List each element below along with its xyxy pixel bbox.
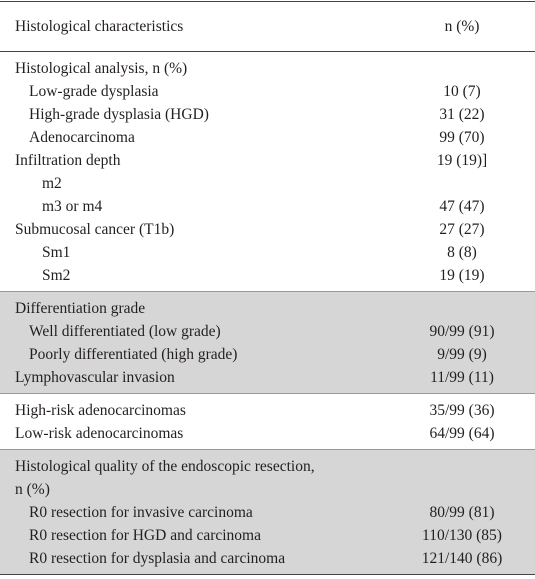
row-label: Sm1 [42,244,71,261]
table-row: Well differentiated (low grade) 90/99 (91… [0,320,535,343]
table-row: Infiltration depth 19 (19)] [0,149,535,172]
table-row: m2 [0,172,535,195]
row-value: 80/99 (81) [429,504,495,521]
table-section: Histological quality of the endoscopic r… [0,450,535,574]
header-row: Histological characteristics n (%) [0,2,535,52]
row-label: Low-risk adenocarcinomas [15,425,184,442]
row-value: 11/99 (11) [430,369,494,386]
row-label: Submucosal cancer (T1b) [15,221,175,238]
table-row: Poorly differentiated (high grade) 9/99 (… [0,343,535,366]
header-cell: n (%) [444,17,480,35]
row-label: Lymphovascular invasion [15,369,175,386]
table-row: Adenocarcinoma 99 (70) [0,126,535,149]
row-label: n (%) [15,481,50,498]
header-cell: Histological characteristics [15,17,184,35]
row-value: 90/99 (91) [429,323,495,340]
table-section: Differentiation grade Well differentiated… [0,292,535,394]
row-label: Sm2 [42,267,71,284]
row-value: 19 (19)] [436,152,488,169]
table-section: Histological analysis, n (%) Low-grade dy… [0,52,535,292]
row-value: 99 (70) [439,129,485,146]
table-section: High-risk adenocarcinomas 35/99 (36) Low-r… [0,394,535,450]
table-row: High-grade dysplasia (HGD) 31 (22) [0,103,535,126]
table-row: Sm1 8 (8) [0,241,535,264]
table-row: R0 resection for invasive carcinoma 80/99… [0,501,535,524]
row-value-empty [400,172,524,195]
table-row: R0 resection for HGD and carcinoma 110/13… [0,524,535,547]
row-value: 64/99 (64) [429,425,495,442]
row-label: Well differentiated (low grade) [29,323,221,340]
row-value-empty [400,478,524,501]
row-value: 8 (8) [447,244,477,261]
table-row: Submucosal cancer (T1b) 27 (27) [0,218,535,241]
row-label: R0 resection for HGD and carcinoma [29,527,261,544]
table-row: Low-grade dysplasia 10 (7) [0,80,535,103]
row-value: 35/99 (36) [429,402,495,419]
table-row: n (%) [0,478,535,501]
row-label: Poorly differentiated (high grade) [29,346,238,363]
row-value: 47 (47) [439,198,485,215]
row-label: m3 or m4 [42,198,103,215]
row-value-empty [400,455,524,478]
table-row: R0 resection for dysplasia and carcinoma… [0,547,535,570]
row-value-empty [400,297,524,320]
table-row: Histological quality of the endoscopic r… [0,455,535,478]
row-label: High-risk adenocarcinomas [15,402,186,419]
row-label: Low-grade dysplasia [29,83,159,100]
table-row: Sm2 19 (19) [0,264,535,287]
table-row: High-risk adenocarcinomas 35/99 (36) [0,399,535,422]
row-label: R0 resection for dysplasia and carcinoma [29,550,286,567]
table-row: Differentiation grade [0,297,535,320]
table-row: Low-risk adenocarcinomas 64/99 (64) [0,422,535,445]
row-label: m2 [42,175,62,192]
row-value: 121/140 (86) [421,550,503,567]
row-value-empty [400,57,524,80]
row-label: High-grade dysplasia (HGD) [29,106,209,123]
row-label: Infiltration depth [15,152,121,169]
table-row: Histological analysis, n (%) [0,57,535,80]
row-value: 19 (19) [439,267,485,284]
row-value: 9/99 (9) [437,346,487,363]
row-label: Differentiation grade [15,300,146,317]
row-label: R0 resection for invasive carcinoma [29,504,253,521]
table-row: Lymphovascular invasion 11/99 (11) [0,366,535,389]
row-label: Adenocarcinoma [29,129,135,146]
row-label: Histological quality of the endoscopic r… [15,458,315,475]
row-value: 27 (27) [439,221,485,238]
row-label: Histological analysis, n (%) [15,60,188,77]
row-value: 110/130 (85) [422,527,502,544]
row-value: 31 (22) [439,106,485,123]
row-value: 10 (7) [443,83,481,100]
table-row: m3 or m4 47 (47) [0,195,535,218]
